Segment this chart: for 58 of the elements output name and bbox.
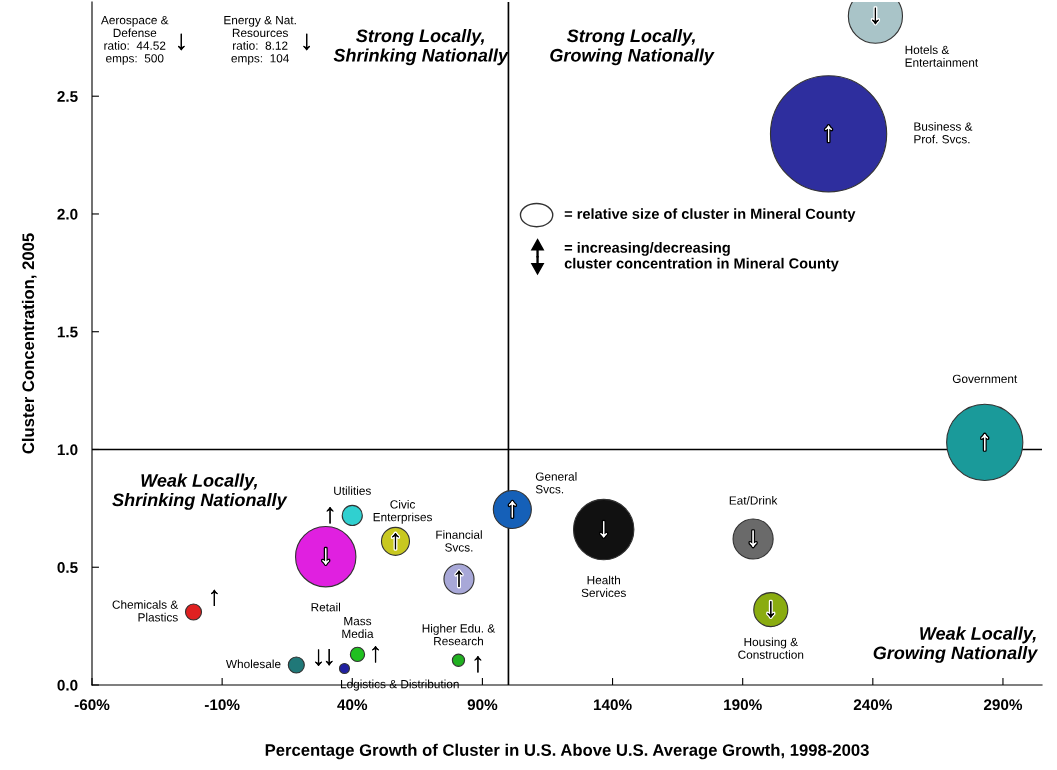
series-label: Mass Media bbox=[342, 617, 374, 638]
annotation: ↑ bbox=[474, 656, 482, 673]
annotation: ↓ bbox=[178, 33, 185, 51]
series-label: Utilities bbox=[334, 486, 371, 495]
annotation: = increasing/decreasing cluster concentration in Mineral County bbox=[564, 242, 839, 272]
annotation: Energy & Nat. Resources ratio: 8.12 emps: 104 bbox=[224, 16, 296, 65]
annotation: ↓ bbox=[600, 521, 607, 538]
series-label: Hotels & Entertainment bbox=[905, 45, 979, 67]
x-axis-title: Percentage Growth of Cluster in U.S. Above U.S. Average Growth, 1998-2003 bbox=[265, 743, 869, 760]
series-label: Eat/Drink bbox=[729, 495, 778, 505]
annotation: ↓ bbox=[325, 648, 333, 666]
x-tick-label: 90% bbox=[467, 699, 498, 711]
x-tick-label: -10% bbox=[204, 699, 240, 711]
text: Business & Prof. Svcs. bbox=[914, 122, 973, 144]
annotation: = relative size of cluster in Mineral County bbox=[564, 208, 856, 222]
series-label: Civic Enterprises bbox=[373, 499, 432, 524]
annotation: Weak Locally, Shrinking Nationally bbox=[112, 473, 288, 510]
annotation: ↑ bbox=[981, 433, 988, 451]
x-tick-label: 190% bbox=[724, 699, 762, 711]
annotation: ↑ bbox=[372, 645, 379, 663]
series-label: Financial Svcs. bbox=[436, 530, 482, 552]
annotation: ↓ bbox=[303, 33, 310, 51]
annotation: ↓ bbox=[872, 7, 879, 25]
annotation: Aerospace & Defense ratio: 44.52 emps: 500 bbox=[100, 16, 169, 65]
series-label: Logistics & Distribution bbox=[340, 679, 459, 691]
series-label: Health Services bbox=[581, 575, 626, 598]
series-label: Higher Edu. & Research bbox=[422, 623, 496, 646]
y-tick-label: 2.0 bbox=[57, 208, 78, 220]
annotation: ↓ bbox=[749, 530, 757, 547]
y-tick-label: 0.0 bbox=[57, 679, 78, 691]
annotation: ↑ bbox=[455, 570, 463, 588]
series-label: Retail bbox=[311, 602, 341, 612]
y-tick-label: 1.5 bbox=[57, 326, 78, 338]
annotation: Weak Locally, Growing Nationally bbox=[873, 626, 1039, 663]
x-tick-label: 240% bbox=[853, 699, 892, 711]
x-tick-label: 40% bbox=[337, 699, 368, 711]
y-axis-title: Cluster Concentration, 2005 bbox=[21, 233, 37, 454]
annotation: Strong Locally, Growing Nationally bbox=[550, 28, 715, 66]
annotation: ↑ bbox=[825, 125, 832, 142]
series-label: Chemicals & Plastics bbox=[112, 600, 179, 622]
y-tick-label: 0.5 bbox=[57, 562, 78, 573]
annotation: ↑ bbox=[509, 501, 516, 518]
x-tick-label: 140% bbox=[593, 699, 632, 711]
annotation: ↓ bbox=[767, 601, 775, 618]
text: Government bbox=[952, 374, 1018, 383]
series-label: General Svcs. bbox=[535, 472, 577, 494]
y-tick-label: 1.0 bbox=[57, 444, 78, 456]
annotation: ↑ bbox=[211, 589, 218, 607]
series-label: Housing & Construction bbox=[738, 637, 804, 659]
x-tick-label: 290% bbox=[983, 699, 1023, 711]
series-label: Wholesale bbox=[225, 659, 281, 669]
annotation: ↓ bbox=[322, 548, 329, 565]
annotation: Strong Locally, Shrinking Nationally bbox=[333, 28, 509, 66]
annotation: ↑ bbox=[326, 507, 334, 524]
y-tick-label: 2.5 bbox=[57, 91, 78, 102]
x-tick-label: -60% bbox=[74, 699, 110, 711]
annotation: ↑ bbox=[392, 532, 399, 550]
annotation: ↓ bbox=[315, 649, 322, 667]
